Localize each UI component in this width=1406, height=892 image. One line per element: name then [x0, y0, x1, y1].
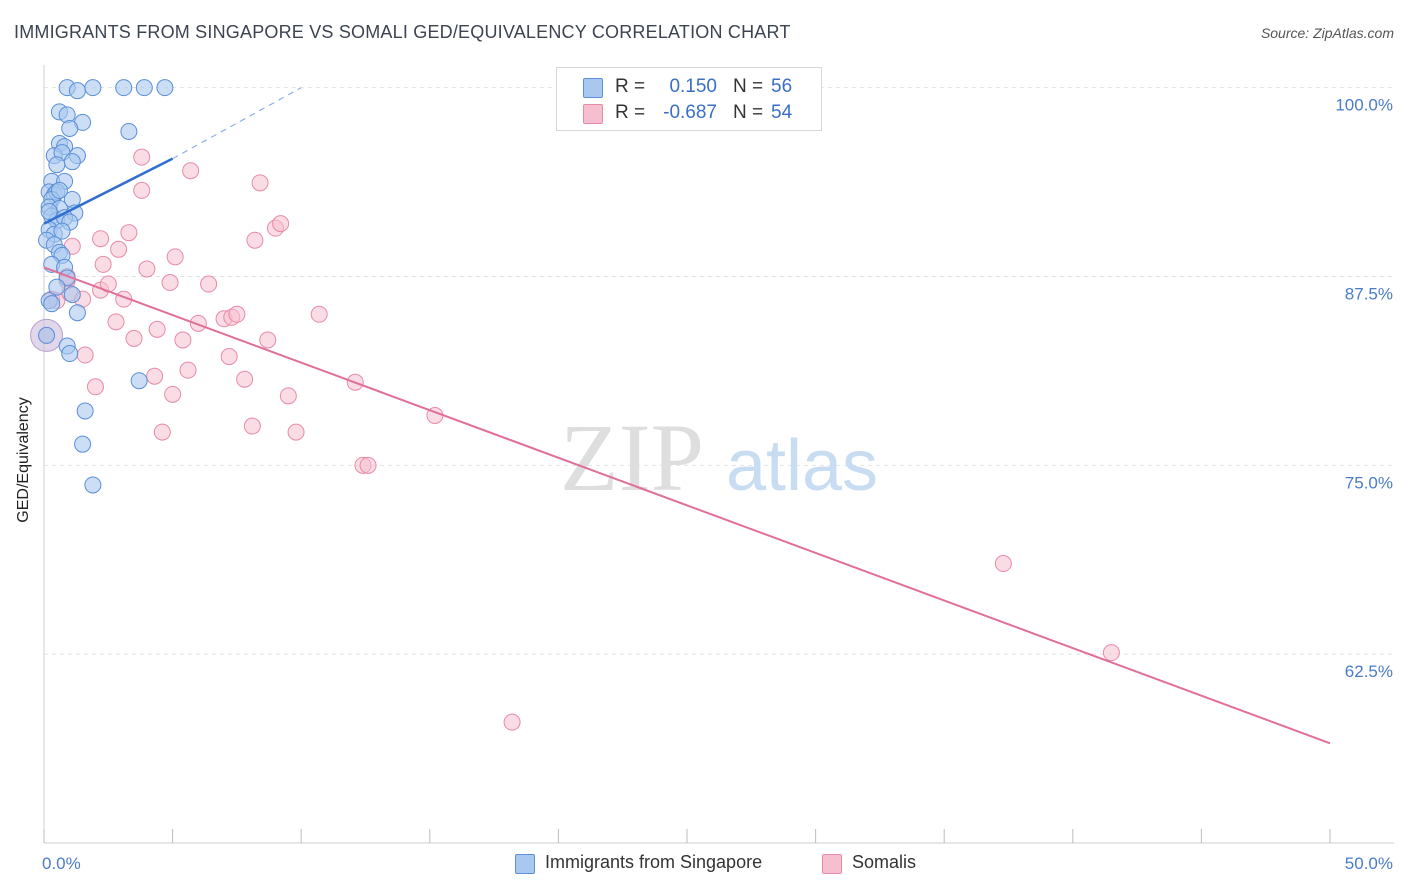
somalis-point: [120, 224, 138, 242]
y-tick-label: 87.5%: [1345, 284, 1393, 303]
somalis-point: [279, 387, 297, 405]
somalis-point: [133, 181, 151, 199]
legend-row-somalis: R = -0.687 N = 54: [557, 102, 821, 128]
somalis-point: [236, 370, 254, 388]
singapore-point: [38, 326, 56, 344]
somalis-point: [200, 275, 218, 293]
singapore-point: [63, 286, 81, 304]
singapore-point: [84, 476, 102, 494]
y-tick-label: 62.5%: [1345, 662, 1393, 681]
singapore-point: [48, 278, 66, 296]
singapore-point: [68, 304, 86, 322]
legend-swatch-somalis: [583, 104, 603, 124]
singapore-point: [156, 79, 174, 97]
legend-r-label: R =: [615, 76, 646, 97]
somalis-trend-line: [43, 266, 1331, 745]
singapore-point: [53, 222, 71, 240]
singapore-point: [68, 82, 86, 100]
somalis-point: [153, 423, 171, 441]
legend-row-singapore: R = 0.150 N = 56: [557, 76, 821, 102]
singapore-point: [61, 345, 79, 363]
legend-n-label: N =: [733, 76, 764, 97]
legend-r-value: -0.687: [663, 102, 717, 123]
singapore-point: [61, 119, 79, 137]
somalis-point: [259, 331, 277, 349]
legend-n-label: N =: [733, 102, 764, 123]
watermark: ZIP atlas: [560, 404, 878, 511]
somalis-point: [161, 274, 179, 292]
somalis-point: [243, 417, 261, 435]
somalis-point: [272, 215, 290, 233]
singapore-points: [38, 79, 174, 494]
legend-swatch-singapore: [583, 78, 603, 98]
gridlines: [44, 87, 1394, 655]
somalis-point: [359, 456, 377, 474]
somalis-point: [182, 162, 200, 180]
somalis-point: [251, 174, 269, 192]
singapore-point: [76, 402, 94, 420]
somalis-point: [174, 331, 192, 349]
legend-r-label: R =: [615, 102, 646, 123]
singapore-point: [48, 156, 66, 174]
y-tick-label: 100.0%: [1335, 96, 1393, 115]
y-tick-label: 75.0%: [1345, 473, 1393, 492]
somalis-point: [228, 305, 246, 323]
singapore-point: [130, 372, 148, 390]
x-tick-label: 50.0%: [1345, 854, 1393, 873]
axes: [43, 65, 1394, 844]
somalis-point: [94, 255, 112, 273]
chart-title: IMMIGRANTS FROM SINGAPORE VS SOMALI GED/…: [14, 22, 791, 42]
legend-n-value: 56: [771, 76, 793, 97]
somalis-point: [86, 378, 104, 396]
somalis-point: [92, 230, 110, 248]
singapore-trend-line: [43, 157, 174, 225]
somalis-point: [287, 423, 305, 441]
singapore-point: [74, 435, 92, 453]
singapore-trend-extension: [172, 87, 302, 160]
somalis-point: [220, 348, 238, 366]
somalis-point: [164, 385, 182, 403]
source-label: Source: ZipAtlas.com: [1260, 25, 1394, 41]
somalis-point: [310, 305, 328, 323]
somalis-point: [166, 248, 184, 266]
singapore-point: [135, 79, 153, 97]
somalis-point: [179, 361, 197, 379]
somalis-point: [133, 148, 151, 166]
singapore-point: [43, 295, 61, 313]
watermark-atlas: atlas: [726, 426, 878, 506]
singapore-point: [84, 79, 102, 97]
singapore-point: [63, 153, 81, 171]
singapore-point: [50, 181, 68, 199]
bottom-legend-swatch-singapore: [515, 854, 535, 874]
watermark-zip: ZIP: [560, 404, 704, 511]
somalis-point: [110, 240, 128, 258]
tick-labels: 62.5% 75.0% 87.5% 100.0% 0.0% 50.0%: [42, 96, 1393, 873]
correlation-legend: R = 0.150 N = 56 R = -0.687 N = 54: [556, 67, 822, 131]
somalis-point: [138, 260, 156, 278]
singapore-point: [120, 122, 138, 140]
somalis-point: [503, 713, 521, 731]
bottom-legend-label-somalis: Somalis: [852, 852, 917, 872]
somalis-point: [189, 314, 207, 332]
trend-lines: [43, 87, 1331, 745]
somalis-point: [76, 346, 94, 364]
bottom-legend-swatch-somalis: [822, 854, 842, 874]
somalis-point: [246, 231, 264, 249]
somalis-point: [107, 313, 125, 331]
somalis-point: [146, 367, 164, 385]
singapore-point: [40, 203, 58, 221]
legend-n-value: 54: [771, 102, 793, 123]
somalis-point: [148, 320, 166, 338]
legend-r-value: 0.150: [669, 76, 717, 97]
bottom-legend-label-singapore: Immigrants from Singapore: [545, 852, 763, 872]
somalis-point: [1102, 644, 1120, 662]
x-tick-label: 0.0%: [42, 854, 81, 873]
somalis-point: [125, 329, 143, 347]
somalis-point: [994, 555, 1012, 573]
singapore-point: [115, 79, 133, 97]
